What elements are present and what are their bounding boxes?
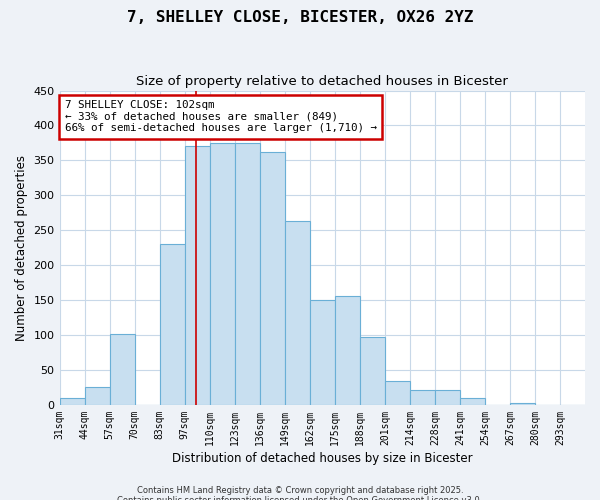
Bar xyxy=(160,244,185,405)
Bar xyxy=(285,221,310,405)
Bar xyxy=(260,152,285,405)
Title: Size of property relative to detached houses in Bicester: Size of property relative to detached ho… xyxy=(136,75,508,88)
Text: 7 SHELLEY CLOSE: 102sqm
← 33% of detached houses are smaller (849)
66% of semi-d: 7 SHELLEY CLOSE: 102sqm ← 33% of detache… xyxy=(65,100,377,133)
Bar xyxy=(435,390,460,405)
Bar xyxy=(310,300,335,405)
Bar xyxy=(209,143,235,405)
Bar xyxy=(460,398,485,405)
Text: 7, SHELLEY CLOSE, BICESTER, OX26 2YZ: 7, SHELLEY CLOSE, BICESTER, OX26 2YZ xyxy=(127,10,473,25)
Bar xyxy=(85,388,110,405)
Bar xyxy=(110,334,134,405)
Bar xyxy=(59,398,85,405)
Bar xyxy=(185,146,209,405)
Y-axis label: Number of detached properties: Number of detached properties xyxy=(15,155,28,341)
Bar xyxy=(510,403,535,405)
Text: Contains HM Land Registry data © Crown copyright and database right 2025.: Contains HM Land Registry data © Crown c… xyxy=(137,486,463,495)
Bar xyxy=(410,390,435,405)
Bar xyxy=(385,381,410,405)
Text: Contains public sector information licensed under the Open Government Licence v3: Contains public sector information licen… xyxy=(118,496,482,500)
X-axis label: Distribution of detached houses by size in Bicester: Distribution of detached houses by size … xyxy=(172,452,473,465)
Bar xyxy=(235,143,260,405)
Bar xyxy=(335,296,360,405)
Bar xyxy=(360,337,385,405)
